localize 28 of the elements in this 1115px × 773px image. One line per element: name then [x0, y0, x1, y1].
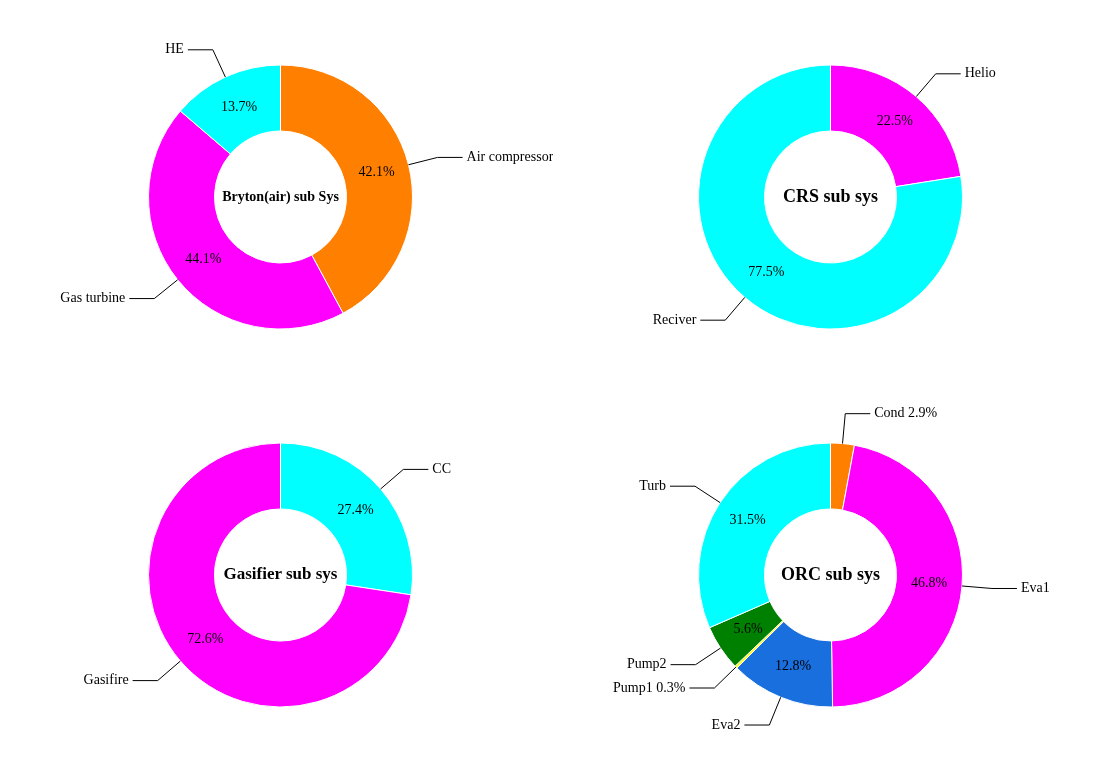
data-label: 72.6% — [187, 631, 224, 647]
data-label: 5.6% — [733, 621, 763, 637]
slice-label: Pump1 0.3% — [613, 679, 686, 695]
data-label: 42.1% — [358, 164, 395, 180]
slice-label: Reciver — [652, 311, 697, 327]
slice-label: HE — [165, 41, 184, 57]
slice-label: Gasifire — [83, 672, 129, 688]
text: Bryton(air) sub Sys — [222, 188, 340, 205]
data-label: 77.5% — [748, 263, 785, 279]
data-label: 13.7% — [221, 98, 258, 114]
slice-label: Pump2 — [626, 656, 667, 672]
slice-label: Eva2 — [711, 716, 741, 732]
text: Gasifier sub sys — [223, 564, 338, 584]
slice-label: Turb — [639, 477, 667, 493]
text: ORC sub sys — [780, 563, 881, 584]
data-label: 12.8% — [775, 658, 812, 674]
slice-label: Cond 2.9% — [874, 405, 938, 421]
slice-label: CC — [432, 461, 452, 477]
data-label: 46.8% — [911, 574, 948, 590]
slice-label: Gas turbine — [60, 290, 126, 306]
data-label: 44.1% — [185, 250, 222, 266]
slice-label: Helio — [964, 65, 996, 81]
data-label: 27.4% — [337, 502, 374, 518]
slice-label: Air compressor — [466, 149, 554, 165]
data-label: 22.5% — [876, 113, 914, 129]
data-label: 31.5% — [729, 512, 767, 528]
slice-label: Eva1 — [1020, 580, 1050, 596]
text: CRS sub sys — [782, 185, 879, 206]
